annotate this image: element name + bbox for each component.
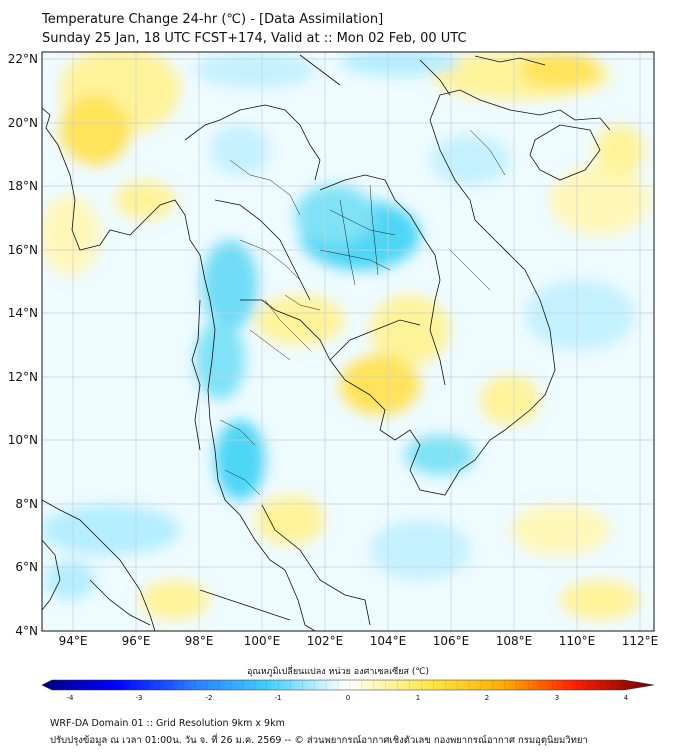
footer-update-info: ปรับปรุงข้อมูล ณ เวลา 01:00น. วัน จ. ที่… xyxy=(50,735,588,746)
lat-label: 16°N xyxy=(8,243,38,257)
colorbar-tick-label: 0 xyxy=(346,694,350,702)
lon-label: 106°E xyxy=(433,634,470,648)
lat-label: 10°N xyxy=(8,433,38,447)
colorbar-tick-label: 1 xyxy=(416,694,420,702)
lat-label: 12°N xyxy=(8,370,38,384)
colorbar-tick-label: 2 xyxy=(485,694,489,702)
lon-label: 98°E xyxy=(185,634,214,648)
longitude-labels: 94°E 96°E 98°E 100°E 102°E 104°E 106°E 1… xyxy=(59,634,659,648)
lon-label: 100°E xyxy=(244,634,281,648)
colorbar-tick-labels: -4 -3 -2 -1 0 1 2 3 4 xyxy=(67,694,629,702)
lon-label: 102°E xyxy=(307,634,344,648)
footer-model-info: WRF-DA Domain 01 :: Grid Resolution 9km … xyxy=(50,718,285,729)
colorbar-gradient xyxy=(41,679,655,691)
colorbar-tick-label: -4 xyxy=(67,694,75,702)
colorbar: -4 -3 -2 -1 0 1 2 3 4 xyxy=(41,679,655,702)
map-subtitle: Sunday 25 Jan, 18 UTC FCST+174, Valid at… xyxy=(42,31,467,46)
lon-label: 108°E xyxy=(496,634,533,648)
colorbar-ticks xyxy=(51,680,625,690)
lat-label: 20°N xyxy=(8,116,38,130)
lat-label: 18°N xyxy=(8,179,38,193)
lat-label: 6°N xyxy=(15,560,38,574)
map-frame xyxy=(41,51,655,632)
colorbar-tick-label: 3 xyxy=(555,694,559,702)
lon-label: 112°E xyxy=(622,634,659,648)
colorbar-tick-label: 4 xyxy=(624,694,629,702)
map-title: Temperature Change 24-hr (℃) - [Data Ass… xyxy=(42,12,384,27)
lat-label: 8°N xyxy=(15,497,38,511)
lat-label: 4°N xyxy=(15,624,38,638)
lat-label: 22°N xyxy=(8,52,38,66)
lon-label: 110°E xyxy=(559,634,596,648)
lon-label: 96°E xyxy=(122,634,151,648)
lat-label: 14°N xyxy=(8,306,38,320)
colorbar-tick-label: -2 xyxy=(206,694,213,702)
colorbar-tick-label: -3 xyxy=(136,694,143,702)
colorbar-title: อุณหภูมิเปลี่ยนแปลง หน่วย องศาเซลเซียส (… xyxy=(246,667,430,677)
latitude-labels: 22°N 20°N 18°N 16°N 14°N 12°N 10°N 8°N 6… xyxy=(8,52,38,638)
colorbar-tick-label: -1 xyxy=(275,694,282,702)
lon-label: 94°E xyxy=(59,634,88,648)
lon-label: 104°E xyxy=(370,634,407,648)
province-boundaries xyxy=(219,129,506,496)
graticule xyxy=(42,52,654,631)
temperature-field xyxy=(42,52,650,620)
